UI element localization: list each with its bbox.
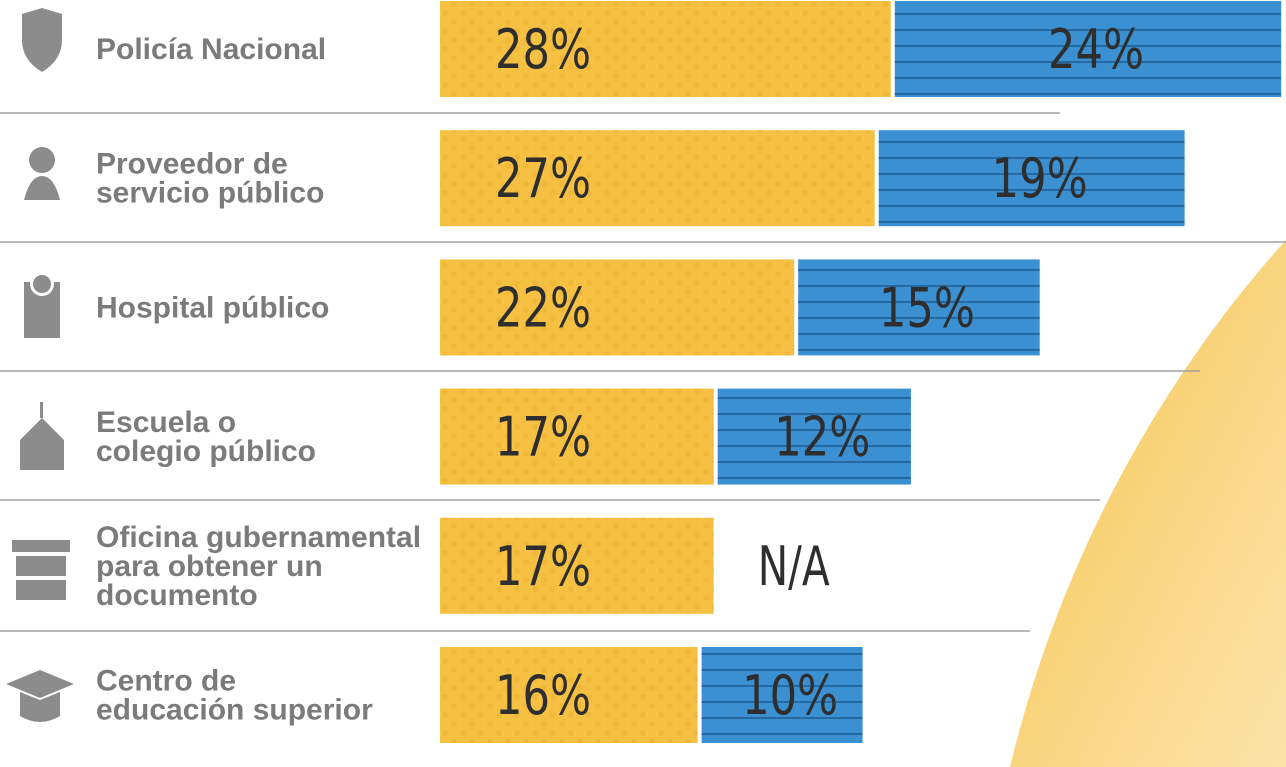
value-label: 17% [495,535,591,598]
category-label: Centro de educación superior [96,665,373,727]
value-label: 17% [495,406,591,469]
value-label: 24% [1048,18,1144,81]
bar-texture [798,259,1040,356]
category-label: Policía Nacional [96,33,326,66]
value-label: 28% [495,18,591,81]
category-label: Oficina gubernamental para obtener un docu… [96,521,421,612]
bar-texture [701,647,863,743]
value-label: N/A [758,535,830,598]
category-label: Escuela o colegio público [96,406,316,468]
bar-texture [440,388,714,485]
value-label: 15% [879,276,975,339]
bar-texture [440,1,891,97]
category-label: Proveedor de servicio público [96,148,324,210]
bar-texture [440,647,698,743]
background-graphic [1010,240,1286,767]
bar-texture [440,130,875,227]
value-label: 27% [495,147,591,210]
bar-texture [878,130,1185,227]
value-label: 12% [774,406,870,469]
bar-texture [717,388,911,485]
bar-texture [440,259,795,356]
separators [0,112,1286,632]
value-label: 10% [742,664,838,727]
icons [6,8,74,722]
bar-texture [440,517,714,614]
value-label: 22% [495,276,591,339]
value-label: 16% [495,664,591,727]
value-label: 19% [992,147,1088,210]
category-label: Hospital público [96,291,329,324]
bar-texture [894,1,1282,97]
